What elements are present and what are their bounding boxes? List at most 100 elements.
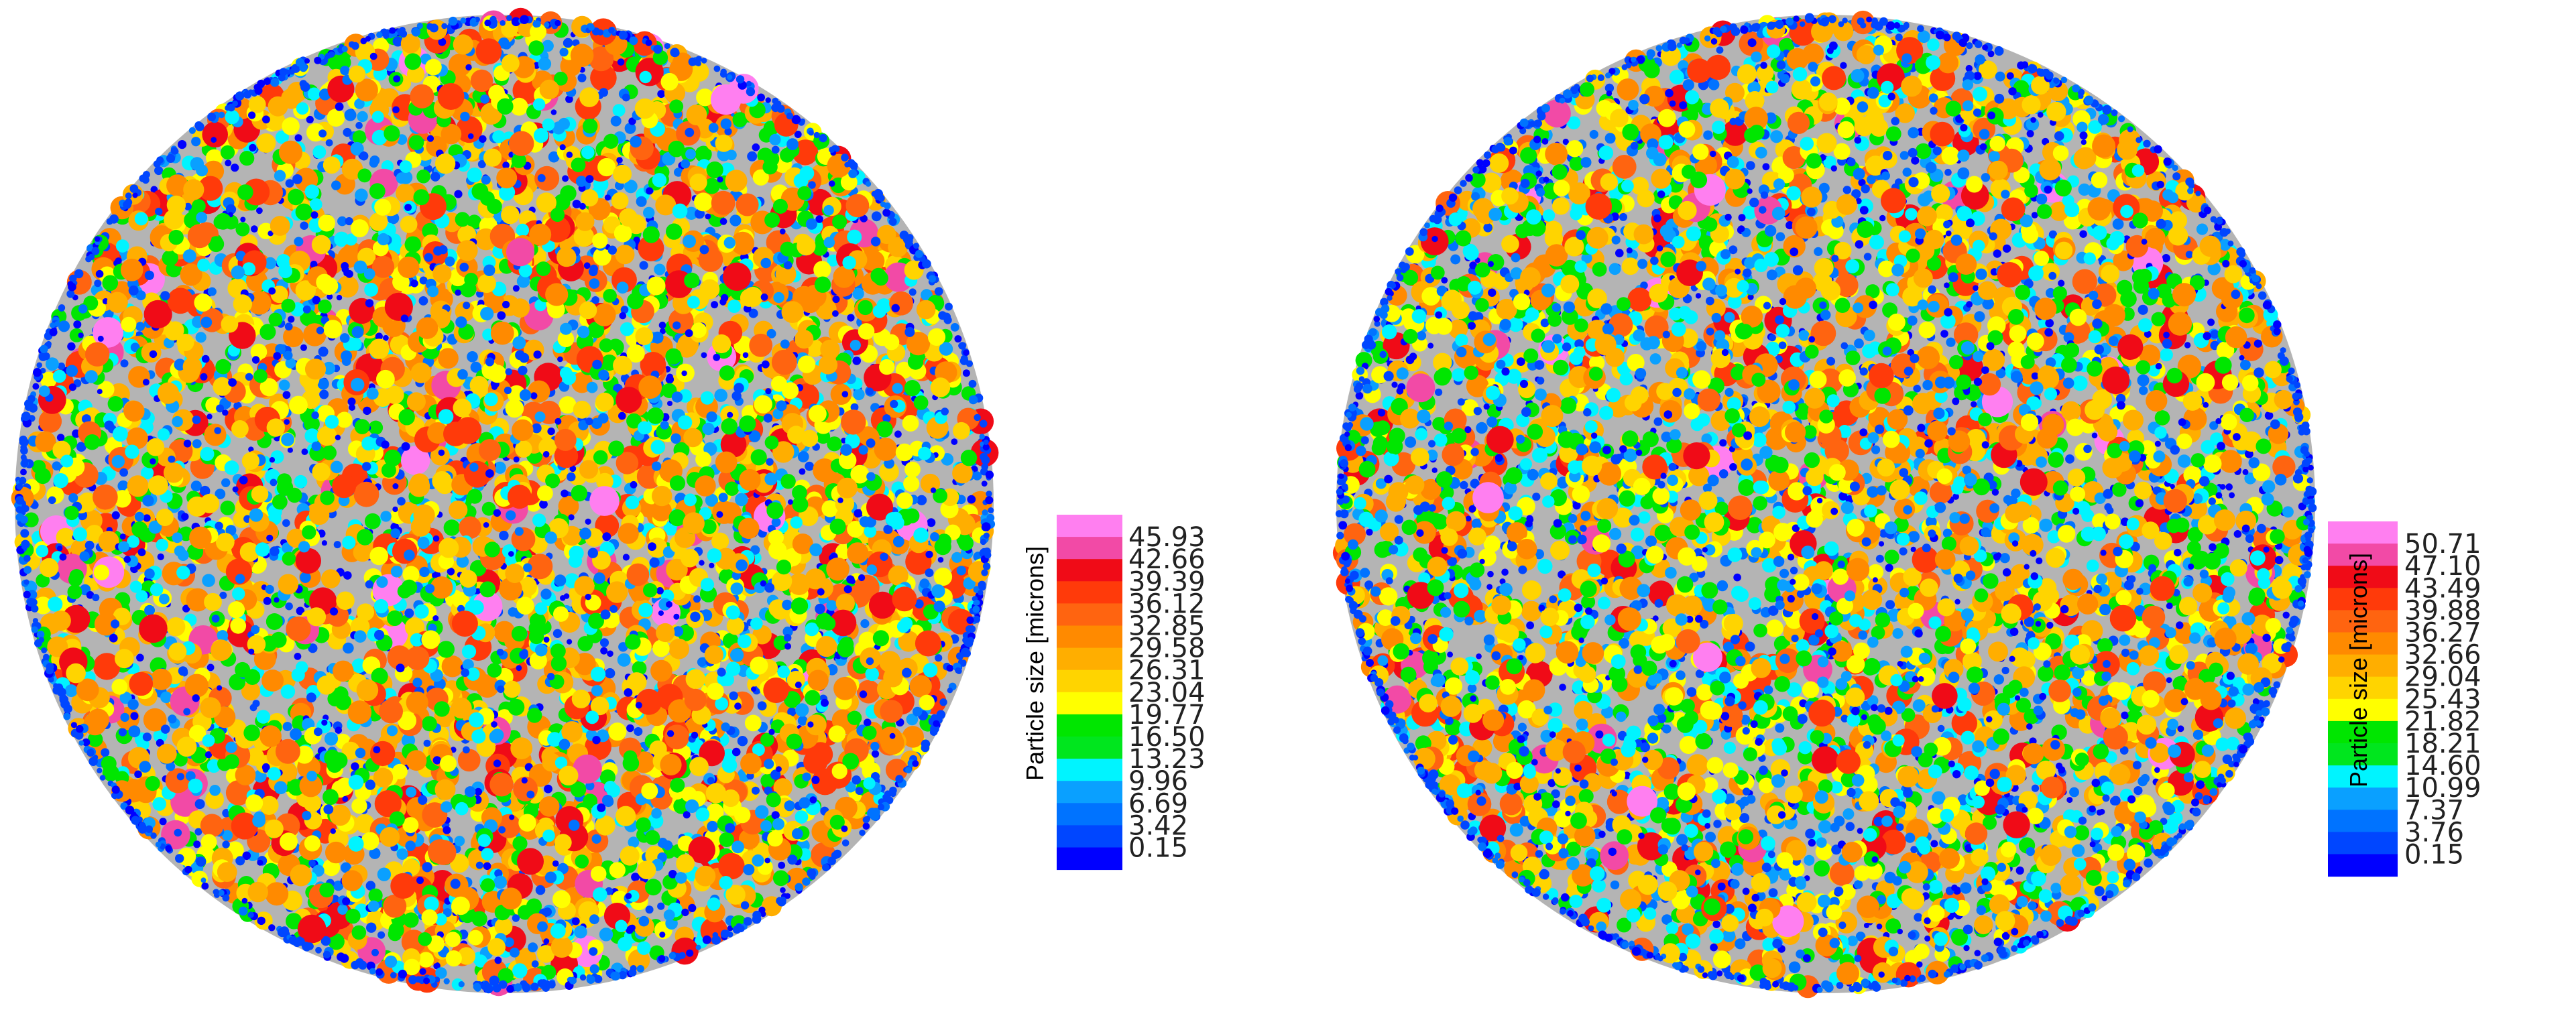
particle — [207, 287, 217, 296]
left-particle-field — [11, 7, 999, 997]
particle — [612, 104, 626, 117]
particle — [585, 518, 591, 525]
particle — [853, 389, 865, 401]
particle — [892, 535, 904, 548]
particle — [563, 38, 573, 48]
particle — [600, 647, 608, 655]
particle — [101, 748, 110, 757]
particle — [251, 225, 258, 233]
particle — [249, 704, 257, 712]
particle — [343, 642, 354, 654]
particle — [294, 474, 308, 489]
particle — [625, 495, 640, 509]
particle — [638, 915, 650, 927]
particle — [302, 811, 312, 820]
particle — [156, 538, 169, 552]
particle — [239, 151, 255, 166]
particle — [651, 331, 664, 344]
particle — [537, 174, 546, 182]
particle — [316, 426, 337, 446]
particle — [544, 784, 552, 793]
particle — [410, 279, 418, 288]
particle — [504, 386, 512, 395]
particle — [757, 701, 767, 711]
particle — [492, 130, 506, 143]
particle — [634, 727, 643, 736]
particle — [194, 799, 205, 810]
particle — [699, 279, 720, 300]
particle — [730, 582, 744, 595]
particle — [67, 342, 76, 351]
particle — [404, 609, 414, 618]
particle — [658, 321, 666, 329]
particle — [454, 190, 463, 198]
particle — [927, 518, 936, 527]
particle — [120, 712, 129, 722]
particle — [530, 392, 538, 399]
particle — [56, 434, 65, 442]
particle — [357, 168, 372, 183]
particle — [92, 594, 100, 602]
particle — [585, 594, 591, 600]
particle — [566, 151, 573, 158]
particle — [211, 615, 220, 623]
particle — [784, 634, 792, 642]
particle — [499, 530, 509, 541]
particle — [380, 511, 392, 522]
particle — [662, 840, 673, 850]
particle — [543, 636, 550, 643]
particle — [799, 166, 815, 181]
particle — [681, 159, 691, 169]
particle — [528, 380, 550, 403]
particle — [729, 691, 738, 701]
particle — [240, 216, 246, 222]
particle — [333, 541, 341, 549]
particle — [890, 399, 898, 409]
particle — [443, 826, 451, 834]
particle — [816, 636, 837, 657]
particle — [357, 529, 373, 546]
particle — [191, 199, 206, 214]
particle — [583, 262, 591, 269]
particle — [174, 828, 182, 837]
particle — [311, 411, 319, 420]
particle — [747, 151, 758, 162]
particle — [336, 294, 343, 301]
particle — [363, 406, 371, 416]
particle — [751, 686, 756, 692]
particle — [780, 339, 790, 349]
particle — [32, 460, 46, 474]
particle — [424, 896, 439, 911]
particle — [801, 430, 819, 447]
particle — [878, 726, 902, 750]
particle — [637, 941, 651, 955]
particle — [967, 495, 976, 504]
particle — [269, 457, 276, 463]
particle — [554, 574, 567, 586]
particle — [695, 145, 712, 163]
particle — [925, 568, 934, 578]
particle — [115, 239, 129, 253]
particle — [430, 172, 441, 182]
particle — [418, 952, 434, 968]
particle — [510, 737, 533, 759]
particle — [320, 491, 335, 505]
particle — [705, 213, 711, 220]
particle — [569, 546, 584, 561]
particle — [589, 278, 600, 289]
particle — [935, 654, 943, 662]
particle — [291, 668, 305, 682]
particle — [168, 455, 176, 463]
particle — [355, 188, 368, 202]
particle — [617, 653, 631, 667]
particle — [784, 643, 791, 650]
particle — [638, 602, 653, 618]
particle — [591, 418, 603, 429]
particle — [485, 357, 495, 367]
particle — [712, 501, 736, 524]
particle — [729, 214, 742, 227]
particle — [487, 663, 502, 678]
particle — [152, 797, 166, 811]
particle — [465, 786, 476, 798]
particle — [342, 796, 349, 802]
